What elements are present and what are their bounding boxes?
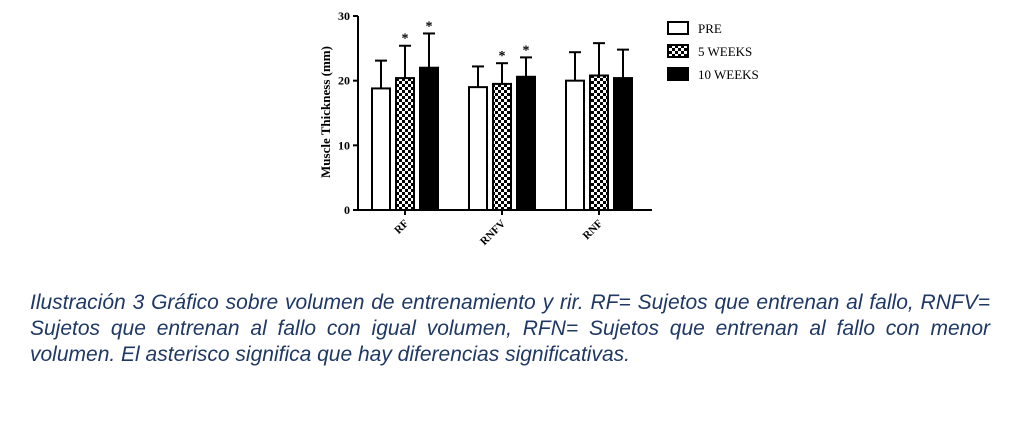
bar: [468, 86, 488, 211]
bar: [419, 66, 439, 211]
bar: [565, 79, 585, 211]
y-tick-label: 0: [344, 203, 350, 217]
x-tick-label: RNFV: [478, 218, 508, 248]
x-tick-label: RNF: [581, 217, 606, 242]
significance-marker: *: [523, 43, 530, 58]
legend-swatch: [667, 21, 689, 35]
legend-label: 10 WEEKS: [698, 67, 759, 82]
y-tick-label: 30: [338, 9, 350, 23]
bar-chart: Muscle Thickness (mm) 0 10 20 30 RF RNFV RNF *…: [318, 9, 759, 248]
significance-marker: *: [499, 49, 506, 64]
legend-swatch: [667, 44, 689, 58]
bar: [516, 75, 536, 211]
bar: [371, 87, 391, 211]
significance-marker: *: [402, 32, 409, 47]
y-tick-label: 10: [338, 138, 350, 152]
y-tick-label: 20: [338, 74, 350, 88]
bar: [589, 74, 609, 211]
bar: [492, 82, 512, 211]
x-tick-label: RF: [392, 217, 411, 236]
legend: PRE 5 WEEKS 10 WEEKS: [667, 21, 759, 82]
y-axis-label: Muscle Thickness (mm): [318, 46, 333, 178]
figure-caption: Ilustración 3 Gráfico sobre volumen de e…: [30, 291, 990, 366]
significance-marker: *: [426, 19, 433, 34]
bar: [395, 77, 415, 211]
bars: * * * *: [371, 19, 633, 211]
bar: [613, 77, 633, 211]
legend-swatch: [667, 67, 689, 81]
legend-label: 5 WEEKS: [698, 44, 752, 59]
legend-label: PRE: [698, 21, 722, 36]
